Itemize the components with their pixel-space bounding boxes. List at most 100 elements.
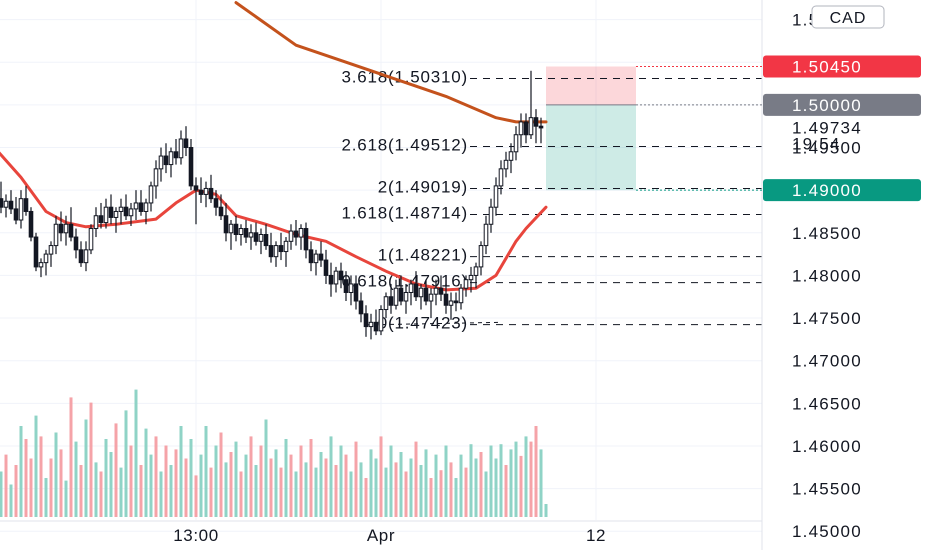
candle-body [523, 121, 529, 136]
candle-body [368, 321, 374, 328]
candle-body [533, 117, 539, 127]
candle-body [513, 134, 519, 153]
volume-bar [364, 478, 368, 517]
candle-body [488, 206, 494, 225]
volume-bar [229, 452, 233, 517]
candle-body [273, 245, 279, 258]
currency-label: CAD [830, 10, 867, 27]
candle-body [353, 283, 359, 302]
candle-body [113, 210, 119, 218]
volume-bar [89, 402, 93, 517]
candle-body [518, 121, 524, 136]
candle-body [168, 151, 174, 166]
volume-bar [304, 462, 308, 517]
stop-loss-zone[interactable] [546, 66, 636, 105]
volume-bar [159, 471, 163, 517]
volume-bar [139, 465, 143, 517]
volume-bar [319, 452, 323, 517]
price-tick-label: 1.45500 [792, 480, 862, 499]
candle-body [538, 125, 544, 129]
volume-bar [169, 465, 173, 517]
price-tick-label: 1.47500 [792, 309, 862, 328]
candle-body [423, 287, 429, 302]
candle-body [68, 223, 74, 238]
candle-body [268, 245, 274, 258]
fib-level-label: 0.618(1.47916) [341, 272, 468, 291]
fib-level-label: 0(1.47423) [378, 314, 468, 333]
candle-body [328, 274, 334, 285]
volume-bar [224, 462, 228, 517]
candle-body [83, 249, 89, 264]
fib-trend-line[interactable] [365, 321, 502, 326]
candle-body [93, 215, 99, 230]
volume-bar [334, 465, 338, 517]
volume-bar [489, 445, 493, 517]
volume-bar [4, 454, 8, 517]
volume-bar [289, 454, 293, 517]
candle-body [323, 259, 329, 276]
candle-body [243, 228, 249, 238]
candle-body [453, 300, 459, 304]
price-label-text: 1.49734 [792, 119, 862, 138]
volume-bar [64, 480, 68, 517]
position-tool[interactable] [546, 66, 636, 191]
price-tick-label: 1.48000 [792, 266, 862, 285]
candle-body [278, 245, 284, 253]
candle-body [428, 293, 434, 302]
candle-body [178, 138, 184, 159]
volume-bar [109, 452, 113, 517]
candle-body [443, 293, 449, 306]
volume-bar [209, 467, 213, 517]
take-profit-zone[interactable] [546, 104, 636, 191]
volume-bar [154, 436, 158, 517]
currency-button[interactable]: CAD [811, 5, 885, 29]
candle-body [203, 187, 209, 195]
candle-body [413, 283, 419, 298]
candle-body [213, 198, 219, 208]
candle-body [408, 283, 414, 293]
candle-body [163, 155, 169, 166]
volume-bar [544, 504, 548, 517]
candle-body [448, 300, 454, 306]
candle-body [333, 270, 339, 285]
volume-bar [519, 455, 523, 517]
candle-body [58, 223, 64, 234]
candle-body [498, 168, 504, 187]
volume-bar [469, 444, 473, 517]
volume-bar [259, 445, 263, 517]
candle-body [188, 147, 194, 187]
volume-bar [374, 458, 378, 517]
candles [0, 70, 544, 340]
fib-level-label: 1.618(1.48714) [341, 204, 468, 223]
volume-bar [274, 449, 278, 517]
volume-bar [429, 478, 433, 517]
candle-body [313, 253, 319, 264]
candle-body [233, 223, 239, 235]
candle-body [218, 206, 224, 217]
volume-bar [399, 452, 403, 517]
fib-level-label: 2.618(1.49512) [341, 135, 468, 154]
volume-bar [79, 465, 83, 517]
fib-level-label: 1(1.48221) [378, 246, 468, 265]
candle-body [363, 313, 369, 328]
candle-body [308, 249, 314, 264]
candle-body [208, 187, 214, 200]
volume-bar [439, 470, 443, 517]
candle-body [23, 198, 29, 212]
volume-bar [54, 432, 58, 517]
price-tick-label: 1.46500 [792, 394, 862, 413]
candle-body [13, 208, 19, 221]
volume-bar [44, 478, 48, 517]
volume-bar [234, 441, 238, 517]
candle-body [228, 223, 234, 234]
fib-extension[interactable]: 3.618(1.50310)2.618(1.49512)2(1.49019)1.… [341, 67, 762, 333]
time-tick-label: 12 [586, 526, 606, 545]
price-label-text: 1.50450 [792, 58, 862, 77]
volume-bar [124, 410, 128, 517]
volume-bar [179, 426, 183, 517]
price-tick-label: 1.49500 [792, 139, 862, 158]
volume-bar [114, 423, 118, 517]
